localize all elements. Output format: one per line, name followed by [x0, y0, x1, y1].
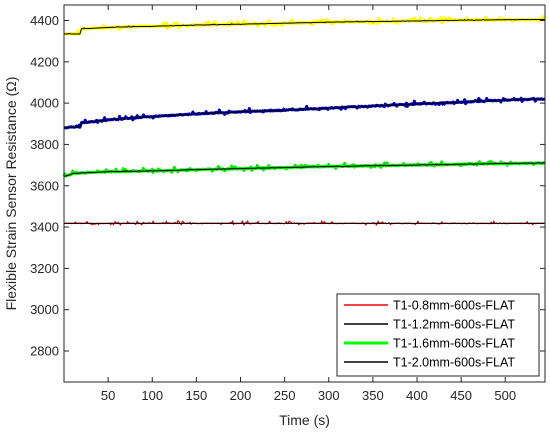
y-tick-label: 3000: [30, 302, 59, 317]
legend-label: T1-0.8mm-600s-FLAT: [393, 299, 515, 313]
x-axis-title: Time (s): [279, 412, 330, 428]
ticks-layer: 50 100 150 200 250 300 350 400 450 500 2800 3000 320…: [30, 5, 545, 403]
legend-label: T1-1.2mm-600s-FLAT: [393, 318, 515, 332]
x-tick-label: 100: [141, 388, 163, 403]
plot-frame: [63, 4, 546, 383]
x-tick-label: 250: [274, 388, 296, 403]
y-tick-label: 4400: [30, 13, 59, 28]
legend-label: T1-2.0mm-600s-FLAT: [393, 356, 515, 370]
series-line-3: [63, 98, 546, 129]
x-tick-label: 150: [186, 388, 208, 403]
x-tick-label: 200: [230, 388, 252, 403]
y-tick-label: 4200: [30, 54, 59, 69]
x-tick-label: 300: [318, 388, 340, 403]
y-tick-label: 2800: [30, 344, 59, 359]
x-tick-label: 500: [494, 388, 516, 403]
x-tick-label: 450: [450, 388, 472, 403]
series-line-1: [63, 18, 546, 35]
x-tick-label: 350: [362, 388, 384, 403]
x-tick-label: 50: [101, 388, 115, 403]
y-tick-label: 3200: [30, 261, 59, 276]
y-tick-label: 4000: [30, 96, 59, 111]
y-axis-title: Flexible Strain Sensor Resistance (Ω): [3, 77, 19, 311]
y-tick-label: 3600: [30, 178, 59, 193]
legend: T1-0.8mm-600s-FLAT T1-1.2mm-600s-FLAT T1-1…: [336, 293, 540, 377]
legend-label: T1-1.6mm-600s-FLAT: [393, 337, 515, 351]
series-layer: [62, 15, 546, 226]
y-tick-label: 3800: [30, 137, 59, 152]
series-line-5: [63, 161, 546, 177]
y-tick-label: 3400: [30, 220, 59, 235]
x-tick-label: 400: [406, 388, 428, 403]
